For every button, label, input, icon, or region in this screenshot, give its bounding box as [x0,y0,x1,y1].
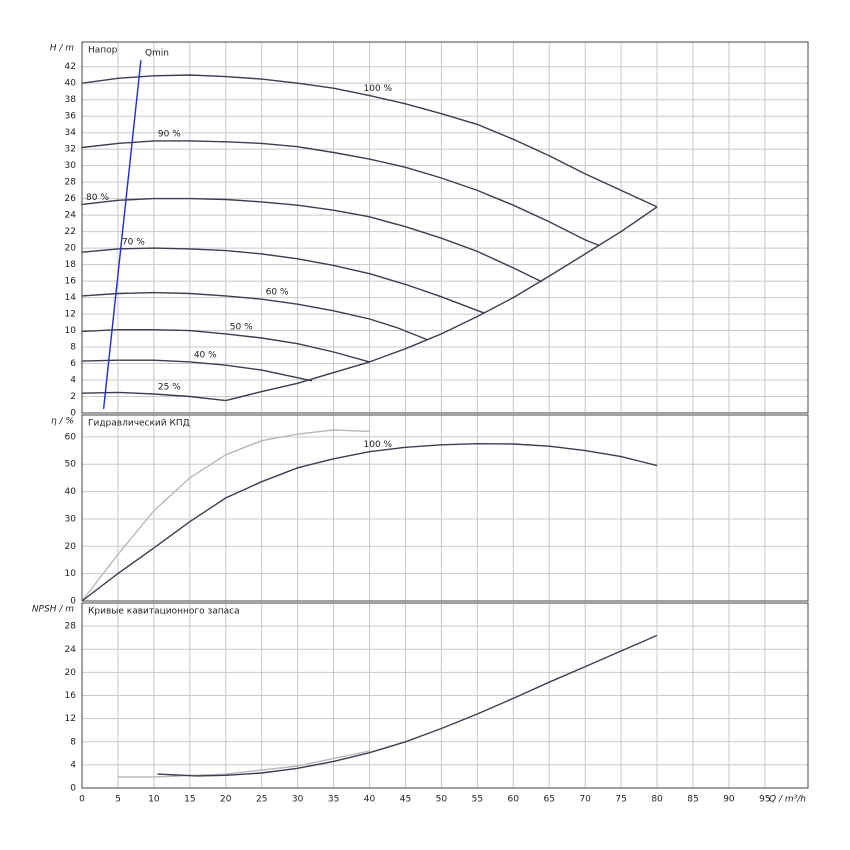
y-axis-label: H / m [50,44,75,54]
x-tick-label: 30 [292,795,304,805]
y-tick-label: 26 [65,194,77,204]
curve-label: 40 % [194,350,217,360]
panel-title: Напор [88,46,118,56]
curve [102,60,142,409]
curve [81,197,543,283]
y-tick-label: 16 [65,277,77,287]
y-tick-label: 0 [70,597,76,607]
y-tick-label: 20 [65,542,77,552]
y-tick-label: 2 [70,392,76,402]
curve-label: 80 % [86,193,109,203]
y-tick-label: 60 [65,432,77,442]
x-tick-label: 70 [579,795,591,805]
x-tick-label: 90 [723,795,735,805]
x-tick-label: 80 [651,795,663,805]
y-tick-label: 20 [65,668,77,678]
curve [81,359,313,382]
y-tick-label: 10 [65,326,77,336]
y-tick-label: 30 [65,161,77,171]
x-tick-label: 75 [615,795,626,805]
x-tick-label: 40 [364,795,376,805]
y-tick-label: 50 [65,460,77,470]
panel-frame [81,602,809,789]
y-tick-label: 4 [70,760,76,770]
panel-title: Гидравлический КПД [88,419,190,429]
curve-label: 70 % [122,237,145,247]
y-tick-label: 8 [70,737,76,747]
x-tick-label: 25 [256,795,267,805]
x-tick-label: 50 [436,795,448,805]
y-tick-label: 12 [65,310,76,320]
curve [81,429,370,602]
curve [81,442,658,602]
panel-frame [81,414,809,602]
curve-label: 90 % [158,129,181,139]
curve [225,206,658,402]
curve-label: 100 % [364,84,393,94]
y-tick-label: 4 [70,376,76,386]
y-tick-label: 24 [65,211,77,221]
y-tick-label: 22 [65,227,76,237]
curve [157,634,658,777]
curve-label: 100 % [364,440,393,450]
x-tick-label: 15 [184,795,195,805]
curve-label: 25 % [158,383,181,393]
curve [117,750,370,778]
y-axis-label: NPSH / m [32,605,74,615]
y-tick-label: 36 [65,112,77,122]
y-tick-label: 8 [70,343,76,353]
curve-label: 50 % [230,322,253,332]
y-tick-label: 34 [65,128,77,138]
y-tick-label: 12 [65,714,76,724]
y-tick-label: 20 [65,244,77,254]
x-tick-label: 65 [544,795,555,805]
x-tick-label: 45 [400,795,411,805]
x-tick-label: 0 [79,795,85,805]
x-tick-label: 55 [472,795,483,805]
panel-frame [81,41,809,414]
y-tick-label: 28 [65,178,77,188]
y-tick-label: 10 [65,569,77,579]
x-tick-label: 85 [687,795,698,805]
x-tick-label: 60 [508,795,520,805]
curve [81,140,600,247]
curve-label: 60 % [266,288,289,298]
y-tick-label: 42 [65,62,76,72]
panel-title: Кривые кавитационного запаса [88,607,240,617]
x-tick-label: 10 [148,795,160,805]
y-tick-label: 40 [65,79,77,89]
y-tick-label: 30 [65,514,77,524]
curve [81,247,485,314]
y-tick-label: 0 [70,784,76,794]
curve [81,74,658,208]
y-tick-label: 18 [65,260,77,270]
x-tick-label: 20 [220,795,232,805]
y-tick-label: 16 [65,691,77,701]
y-tick-label: 14 [65,293,77,303]
x-tick-label: 95 [759,795,770,805]
y-tick-label: 38 [65,95,77,105]
curve-label: Qmin [145,49,169,59]
x-axis-label: Q / m³/h [769,795,806,805]
y-tick-label: 0 [70,409,76,419]
x-tick-label: 35 [328,795,339,805]
y-tick-label: 32 [65,145,76,155]
x-tick-label: 5 [115,795,121,805]
curve [81,291,428,341]
y-tick-label: 28 [65,622,77,632]
curve [81,329,370,363]
y-tick-label: 24 [65,645,77,655]
y-axis-label: η / % [51,417,74,427]
y-tick-label: 40 [65,487,77,497]
y-tick-label: 6 [70,359,76,369]
